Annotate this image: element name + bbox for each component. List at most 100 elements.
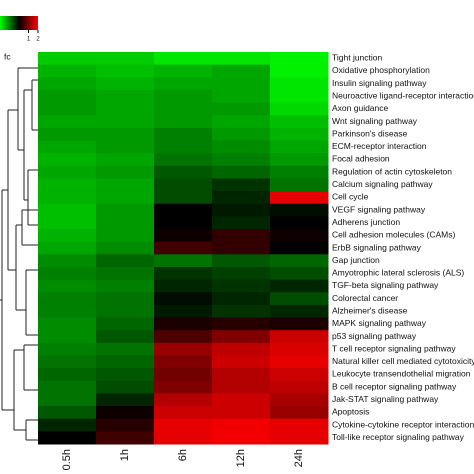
column-label: 1h bbox=[119, 449, 131, 461]
heat-cell bbox=[270, 203, 329, 217]
heat-cell bbox=[38, 431, 97, 445]
row-label: Colorectal cancer bbox=[332, 293, 398, 303]
heat-cell bbox=[154, 292, 213, 306]
heat-cell bbox=[270, 304, 329, 319]
heat-cell bbox=[96, 115, 155, 129]
row-label: B cell receptor signaling pathway bbox=[332, 381, 457, 391]
heat-cell bbox=[96, 165, 155, 179]
heat-cell bbox=[270, 368, 329, 382]
heat-cell bbox=[38, 127, 97, 142]
heat-cell bbox=[154, 64, 213, 78]
heat-cell bbox=[270, 342, 329, 356]
heat-cell bbox=[38, 368, 97, 382]
heat-cell bbox=[154, 330, 213, 344]
heat-cell bbox=[38, 216, 97, 230]
heat-cell bbox=[96, 89, 155, 104]
heat-cell bbox=[96, 140, 155, 154]
heat-cell bbox=[212, 304, 271, 319]
heat-cell bbox=[96, 254, 155, 268]
column-label: 6h bbox=[177, 449, 189, 461]
row-label: p53 signaling pathway bbox=[332, 331, 417, 341]
heat-cell bbox=[154, 418, 213, 432]
column-label: 0.5h bbox=[61, 449, 73, 470]
heat-cell bbox=[38, 317, 97, 331]
heat-cell bbox=[154, 115, 213, 129]
heat-cell bbox=[270, 153, 329, 167]
row-label: ErbB signaling pathway bbox=[332, 242, 422, 252]
row-label: Cell adhesion molecules (CAMs) bbox=[332, 230, 455, 240]
heat-cell bbox=[212, 355, 271, 369]
row-label: Apoptosis bbox=[332, 407, 369, 417]
heat-cell bbox=[212, 64, 271, 78]
heat-cell bbox=[96, 229, 155, 243]
heat-cell bbox=[212, 406, 271, 420]
heat-cell bbox=[154, 52, 213, 66]
heat-cell bbox=[212, 431, 271, 445]
heat-cell bbox=[154, 355, 213, 369]
heat-cell bbox=[270, 279, 329, 293]
heat-cell bbox=[96, 292, 155, 306]
heat-cell bbox=[154, 229, 213, 243]
heat-cell bbox=[154, 266, 213, 281]
heat-cell bbox=[154, 89, 213, 104]
heat-cell bbox=[212, 266, 271, 281]
heat-cell bbox=[38, 89, 97, 104]
heat-cell bbox=[38, 254, 97, 268]
heat-cell bbox=[270, 418, 329, 432]
heat-cell bbox=[96, 64, 155, 78]
row-label: Focal adhesion bbox=[332, 154, 390, 164]
heat-cell bbox=[38, 266, 97, 281]
heat-cell bbox=[96, 279, 155, 293]
heat-cell bbox=[270, 115, 329, 129]
heat-cell bbox=[212, 77, 271, 91]
heat-cell bbox=[38, 64, 97, 78]
heat-cell bbox=[212, 292, 271, 306]
heat-cell bbox=[212, 418, 271, 432]
heat-cell bbox=[38, 203, 97, 217]
heat-cell bbox=[212, 368, 271, 382]
heat-cell bbox=[212, 178, 271, 192]
heat-cell bbox=[38, 279, 97, 293]
heat-cell bbox=[154, 342, 213, 356]
row-label: Toll-like receptor signaling pathway bbox=[332, 432, 465, 442]
heat-cell bbox=[270, 254, 329, 268]
heat-cell bbox=[212, 115, 271, 129]
heat-cell bbox=[38, 330, 97, 344]
heat-cell bbox=[270, 317, 329, 331]
row-label: Cell cycle bbox=[332, 192, 369, 202]
heat-cell bbox=[154, 178, 213, 192]
heat-cell bbox=[212, 89, 271, 104]
color-tick-label: 2 bbox=[36, 37, 40, 43]
heat-cell bbox=[154, 304, 213, 319]
heat-cell bbox=[96, 178, 155, 192]
row-label: Axon guidance bbox=[332, 103, 389, 113]
row-label: Neuroactive ligand-receptor interaction bbox=[332, 91, 474, 101]
heat-cell bbox=[154, 140, 213, 154]
heat-cell bbox=[154, 317, 213, 331]
heat-cell bbox=[212, 380, 271, 394]
heat-cell bbox=[270, 52, 329, 66]
heat-cell bbox=[154, 102, 213, 116]
heat-cell bbox=[154, 393, 213, 407]
heat-cell bbox=[96, 216, 155, 230]
row-label: Insulin signaling pathway bbox=[332, 78, 427, 88]
row-label: Leukocyte transendothelial migration bbox=[332, 369, 471, 379]
heat-cell bbox=[212, 52, 271, 66]
heat-cell bbox=[212, 254, 271, 268]
heat-cell bbox=[96, 191, 155, 205]
heat-cell bbox=[38, 140, 97, 154]
heat-cell bbox=[270, 292, 329, 306]
heat-cell bbox=[38, 380, 97, 394]
heat-cell bbox=[154, 191, 213, 205]
heat-cell bbox=[96, 342, 155, 356]
heat-cell bbox=[96, 52, 155, 66]
heat-cell bbox=[212, 229, 271, 243]
row-label: Calcium signaling pathway bbox=[332, 179, 433, 189]
heat-cell bbox=[38, 304, 97, 319]
heat-cell bbox=[38, 292, 97, 306]
heat-cell bbox=[212, 203, 271, 217]
heat-cell bbox=[154, 203, 213, 217]
row-label: ECM-receptor interaction bbox=[332, 141, 427, 151]
column-label: 24h bbox=[293, 449, 305, 467]
